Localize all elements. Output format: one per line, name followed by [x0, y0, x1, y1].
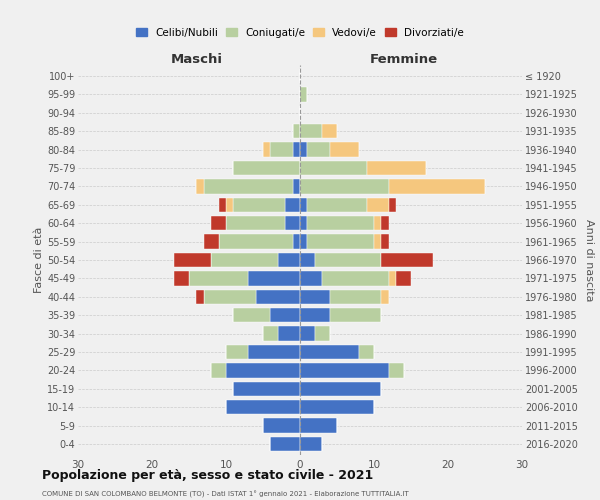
Text: Femmine: Femmine — [370, 53, 437, 66]
Bar — [389, 198, 396, 212]
Bar — [293, 142, 300, 157]
Bar — [307, 216, 374, 230]
Bar — [293, 234, 300, 249]
Text: Popolazione per età, sesso e stato civile - 2021: Popolazione per età, sesso e stato civil… — [42, 470, 373, 482]
Bar — [218, 234, 293, 249]
Bar — [307, 198, 367, 212]
Bar — [300, 179, 389, 194]
Bar — [233, 308, 271, 322]
Bar — [174, 253, 211, 267]
Bar — [204, 290, 256, 304]
Bar — [233, 198, 285, 212]
Text: COMUNE DI SAN COLOMBANO BELMONTE (TO) - Dati ISTAT 1° gennaio 2021 - Elaborazion: COMUNE DI SAN COLOMBANO BELMONTE (TO) - … — [42, 490, 409, 498]
Bar — [271, 437, 300, 451]
Bar — [300, 326, 315, 341]
Bar — [300, 88, 307, 102]
Bar — [226, 198, 233, 212]
Bar — [285, 198, 300, 212]
Bar — [263, 418, 300, 432]
Bar — [367, 198, 389, 212]
Bar — [226, 345, 248, 359]
Bar — [233, 382, 300, 396]
Bar — [300, 382, 382, 396]
Bar — [248, 271, 300, 285]
Bar — [204, 234, 218, 249]
Bar — [382, 234, 389, 249]
Bar — [396, 271, 411, 285]
Y-axis label: Fasce di età: Fasce di età — [34, 227, 44, 293]
Bar — [263, 326, 278, 341]
Y-axis label: Anni di nascita: Anni di nascita — [584, 219, 595, 301]
Bar — [293, 124, 300, 138]
Bar — [359, 345, 374, 359]
Bar — [300, 216, 307, 230]
Bar — [189, 271, 248, 285]
Bar — [226, 216, 285, 230]
Bar — [293, 179, 300, 194]
Bar — [389, 363, 404, 378]
Bar — [218, 198, 226, 212]
Bar — [300, 198, 307, 212]
Bar — [248, 345, 300, 359]
Bar — [382, 290, 389, 304]
Bar — [211, 216, 226, 230]
Bar — [315, 253, 382, 267]
Text: Maschi: Maschi — [170, 53, 223, 66]
Bar — [256, 290, 300, 304]
Bar — [271, 142, 293, 157]
Bar — [300, 418, 337, 432]
Bar — [300, 345, 359, 359]
Bar — [196, 290, 204, 304]
Bar — [204, 179, 293, 194]
Bar — [389, 271, 396, 285]
Bar — [196, 179, 204, 194]
Bar — [329, 142, 359, 157]
Bar — [322, 271, 389, 285]
Bar — [307, 142, 329, 157]
Bar — [300, 308, 329, 322]
Bar — [300, 234, 307, 249]
Bar — [300, 290, 329, 304]
Bar — [278, 253, 300, 267]
Bar — [322, 124, 337, 138]
Bar — [374, 234, 382, 249]
Bar — [300, 253, 315, 267]
Bar — [174, 271, 189, 285]
Bar — [382, 216, 389, 230]
Bar — [300, 271, 322, 285]
Bar — [300, 437, 322, 451]
Bar — [307, 234, 374, 249]
Bar — [226, 400, 300, 414]
Bar — [300, 142, 307, 157]
Bar — [211, 363, 226, 378]
Bar — [389, 179, 485, 194]
Bar — [329, 290, 382, 304]
Bar — [226, 363, 300, 378]
Bar — [300, 400, 374, 414]
Bar — [271, 308, 300, 322]
Bar — [300, 124, 322, 138]
Bar — [315, 326, 329, 341]
Bar — [233, 161, 300, 175]
Bar — [263, 142, 271, 157]
Bar — [278, 326, 300, 341]
Bar — [211, 253, 278, 267]
Legend: Celibi/Nubili, Coniugati/e, Vedovi/e, Divorziati/e: Celibi/Nubili, Coniugati/e, Vedovi/e, Di… — [132, 24, 468, 42]
Bar — [374, 216, 382, 230]
Bar — [367, 161, 426, 175]
Bar — [382, 253, 433, 267]
Bar — [285, 216, 300, 230]
Bar — [300, 161, 367, 175]
Bar — [300, 363, 389, 378]
Bar — [329, 308, 382, 322]
